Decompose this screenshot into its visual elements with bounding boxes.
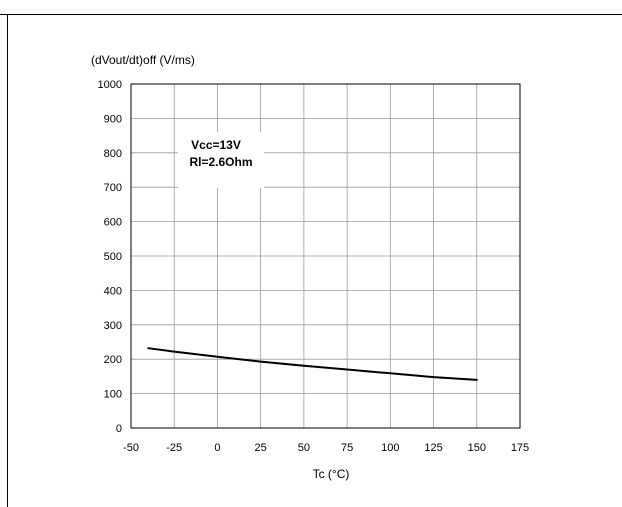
y-tick-label: 400: [104, 285, 122, 297]
x-tick-label: -50: [123, 442, 139, 454]
x-tick-label: 150: [468, 442, 486, 454]
y-tick-label: 300: [104, 320, 122, 332]
x-tick-label: -25: [166, 442, 182, 454]
x-tick-label: 100: [381, 442, 399, 454]
annotation-vcc: Vcc=13V: [191, 138, 241, 152]
y-tick-labels: 0 100 200 300 400 500 600 700 800 900 1000: [98, 79, 122, 435]
annotation-rl: Rl=2.6Ohm: [189, 155, 252, 169]
y-tick-label: 700: [104, 182, 122, 194]
x-tick-label: 125: [424, 442, 442, 454]
x-tick-label: 25: [255, 442, 267, 454]
plot-area-frame: [130, 83, 521, 429]
y-tick-label: 100: [104, 389, 122, 401]
y-tick-label: 900: [104, 113, 122, 125]
annotation-box: [178, 132, 264, 188]
y-tick-label: 800: [104, 148, 122, 160]
y-axis-label: (dVout/dt)off (V/ms): [91, 53, 195, 67]
x-tick-label: 75: [341, 442, 353, 454]
y-tick-label: 500: [104, 251, 122, 263]
y-tick-label: 200: [104, 354, 122, 366]
x-tick-label: 175: [511, 442, 529, 454]
x-axis-label: Tc (°C): [313, 467, 350, 481]
frame-top-border: [0, 14, 622, 15]
x-tick-label: 50: [298, 442, 310, 454]
series-line: [147, 347, 478, 381]
y-tick-label: 600: [104, 217, 122, 229]
y-tick-label: 0: [116, 423, 122, 435]
x-tick-labels: -50 -25 0 25 50 75 100 125 150 175: [123, 442, 529, 454]
y-tick-label: 1000: [98, 79, 122, 91]
series-layer: [147, 347, 478, 381]
x-tick-label: 0: [214, 442, 220, 454]
frame-left-border: [7, 14, 8, 507]
